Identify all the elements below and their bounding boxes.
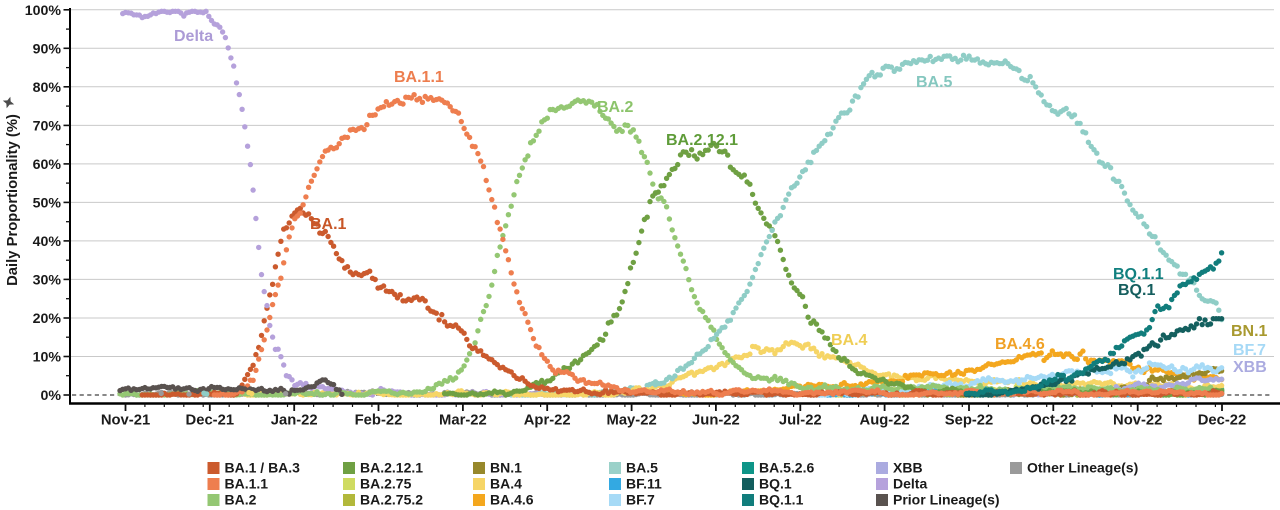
- svg-text:Aug-22: Aug-22: [860, 413, 910, 429]
- svg-text:BA.4.6: BA.4.6: [995, 336, 1045, 353]
- svg-text:20%: 20%: [33, 311, 62, 327]
- svg-text:BA.2.12.1: BA.2.12.1: [360, 460, 423, 476]
- svg-text:Other Lineage(s): Other Lineage(s): [1027, 460, 1138, 476]
- svg-text:XBB: XBB: [1233, 359, 1267, 376]
- svg-text:BA.1.1: BA.1.1: [225, 476, 269, 492]
- svg-text:BA.2.75: BA.2.75: [360, 476, 412, 492]
- svg-text:Jan-22: Jan-22: [271, 413, 318, 429]
- svg-text:Feb-22: Feb-22: [355, 413, 403, 429]
- svg-text:BQ.1.1: BQ.1.1: [1113, 266, 1164, 283]
- svg-text:80%: 80%: [33, 80, 62, 96]
- svg-text:BQ.1: BQ.1: [1118, 282, 1155, 299]
- svg-text:Jul-22: Jul-22: [779, 413, 822, 429]
- svg-text:BF.11: BF.11: [626, 476, 662, 492]
- svg-text:Sep-22: Sep-22: [945, 413, 994, 429]
- svg-text:Dec-21: Dec-21: [186, 413, 235, 429]
- svg-text:BA.2: BA.2: [597, 99, 634, 116]
- svg-text:70%: 70%: [33, 119, 62, 135]
- svg-text:BQ.1.1: BQ.1.1: [759, 492, 804, 508]
- svg-text:40%: 40%: [33, 234, 62, 250]
- svg-text:Nov-22: Nov-22: [1113, 413, 1162, 429]
- svg-text:BA.2: BA.2: [225, 492, 257, 508]
- svg-text:BF.7: BF.7: [1233, 342, 1266, 359]
- svg-text:BQ.1: BQ.1: [759, 476, 792, 492]
- svg-text:BA.4: BA.4: [490, 476, 522, 492]
- svg-text:60%: 60%: [33, 157, 62, 173]
- svg-text:BA.5: BA.5: [626, 460, 658, 476]
- svg-text:Oct-22: Oct-22: [1030, 413, 1076, 429]
- svg-text:90%: 90%: [33, 42, 62, 58]
- svg-text:0%: 0%: [40, 388, 61, 404]
- svg-text:BA.2.75.2: BA.2.75.2: [360, 492, 423, 508]
- svg-text:Nov-21: Nov-21: [101, 413, 150, 429]
- svg-text:100%: 100%: [25, 3, 62, 19]
- svg-text:10%: 10%: [33, 350, 62, 366]
- svg-text:BA.1.1: BA.1.1: [394, 69, 444, 86]
- svg-text:May-22: May-22: [607, 413, 657, 429]
- svg-text:Daily Proportionality (%): Daily Proportionality (%): [5, 114, 21, 286]
- svg-text:BA.5.2.6: BA.5.2.6: [759, 460, 814, 476]
- svg-text:BA.4: BA.4: [831, 332, 868, 349]
- svg-text:BA.5: BA.5: [916, 74, 953, 91]
- svg-text:BA.2.12.1: BA.2.12.1: [666, 132, 738, 149]
- svg-text:Delta: Delta: [893, 476, 927, 492]
- svg-text:BA.4.6: BA.4.6: [490, 492, 534, 508]
- svg-text:Mar-22: Mar-22: [439, 413, 487, 429]
- svg-text:Delta: Delta: [174, 28, 213, 45]
- svg-text:BA.1: BA.1: [310, 216, 347, 233]
- svg-text:BN.1: BN.1: [490, 460, 522, 476]
- svg-text:BA.1 / BA.3: BA.1 / BA.3: [225, 460, 301, 476]
- svg-text:Prior Lineage(s): Prior Lineage(s): [893, 492, 1000, 508]
- svg-text:BF.7: BF.7: [626, 492, 655, 508]
- svg-text:Dec-22: Dec-22: [1198, 413, 1247, 429]
- svg-text:BN.1: BN.1: [1231, 323, 1268, 340]
- svg-text:50%: 50%: [33, 196, 62, 212]
- svg-text:Jun-22: Jun-22: [692, 413, 740, 429]
- svg-text:30%: 30%: [33, 273, 62, 289]
- svg-text:Apr-22: Apr-22: [524, 413, 571, 429]
- svg-text:XBB: XBB: [893, 460, 923, 476]
